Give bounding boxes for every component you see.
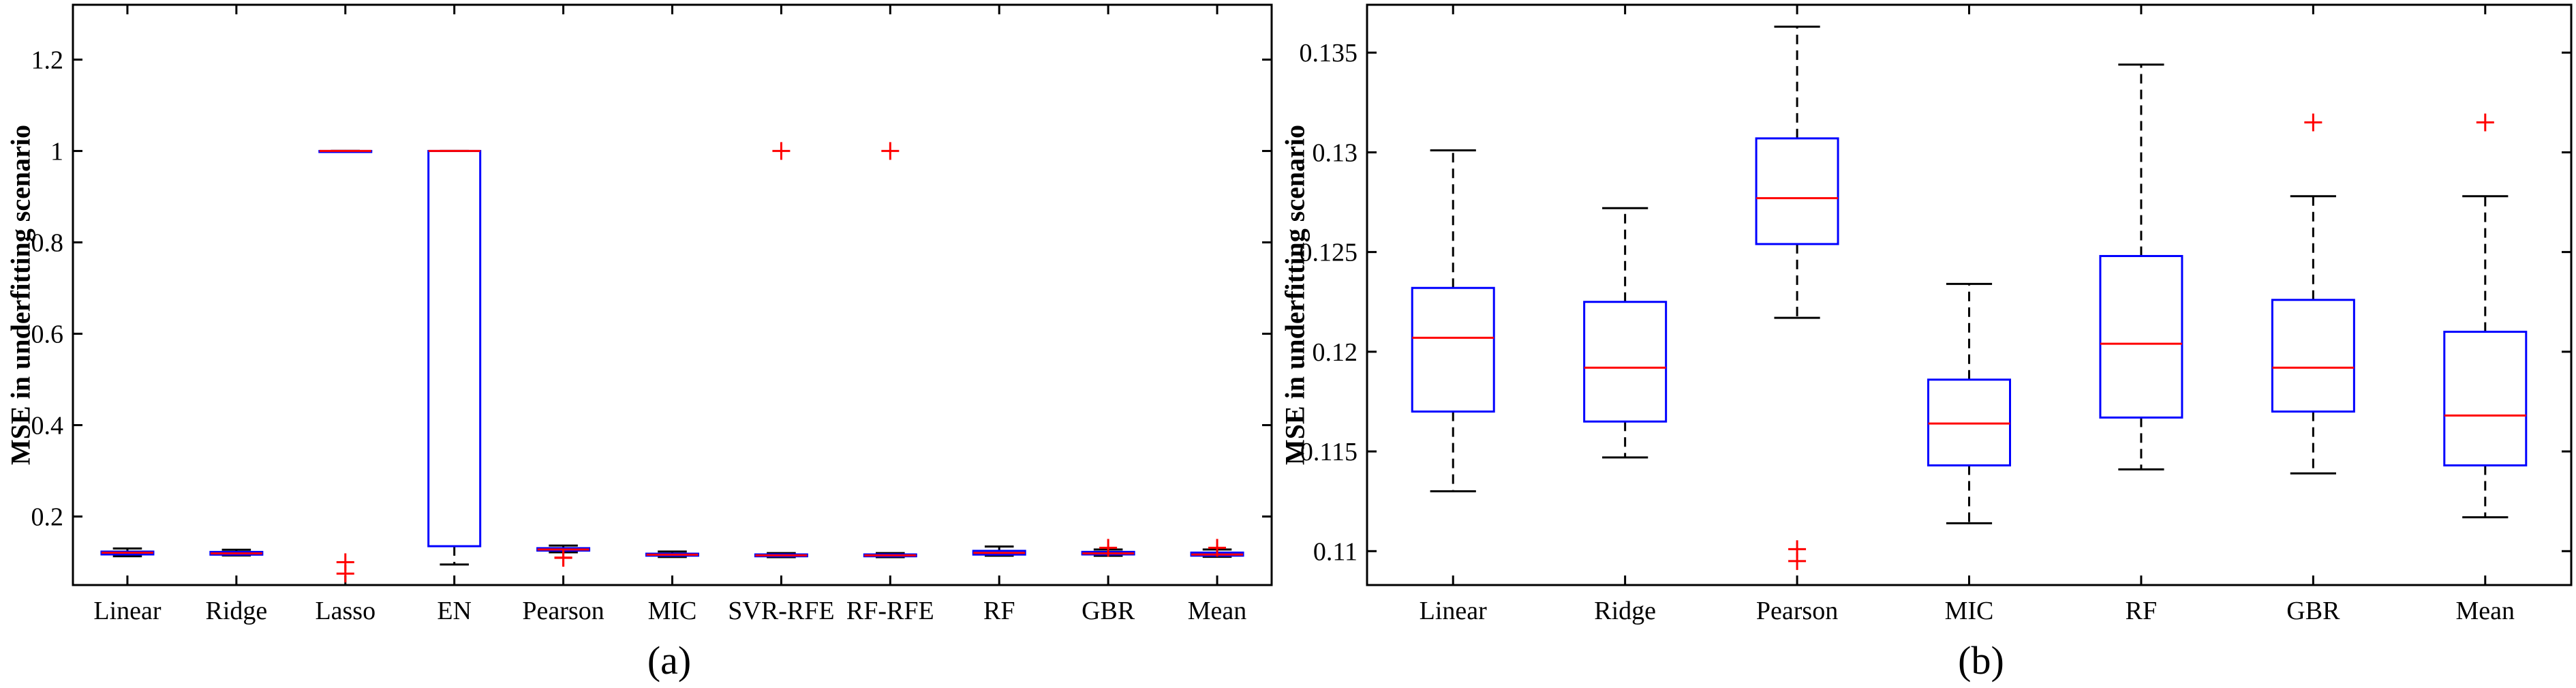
x-tick-label: GBR (2286, 597, 2340, 625)
y-tick-label: 0.125 (1300, 239, 1358, 267)
outlier-marker (881, 142, 900, 160)
box-iqr (1411, 286, 1495, 413)
x-tick-label: Lasso (315, 597, 375, 625)
outlier-marker (336, 565, 354, 583)
x-tick-label: Ridge (205, 597, 267, 625)
outlier-marker (1208, 539, 1227, 557)
x-tick-label: RF (2126, 597, 2157, 625)
x-tick-label: Ridge (1594, 597, 1656, 625)
box-iqr (2443, 331, 2528, 467)
x-tick-label: RF-RFE (846, 597, 934, 625)
outlier-marker (1099, 539, 1118, 557)
x-tick-label: EN (437, 597, 472, 625)
panel-a-caption: (a) (647, 638, 691, 683)
box-iqr (1583, 301, 1668, 423)
outlier-marker (2304, 113, 2322, 132)
x-tick-label: Mean (2456, 597, 2515, 625)
y-tick-label: 1 (50, 137, 63, 166)
y-tick-label: 0.6 (31, 320, 64, 348)
panel-b: 0.11 0.115 0.12 0.125 0.13 0.135 MSE in underf… (1280, 3, 2573, 625)
y-tick-label: 0.115 (1300, 438, 1358, 466)
x-tick-label: Mean (1188, 597, 1247, 625)
y-axis-label: MSE in underfitting scenario (1280, 125, 1310, 465)
x-tick-label: SVR-RFE (728, 597, 834, 625)
y-tick-label: 0.135 (1300, 39, 1358, 68)
box-iqr (1755, 137, 1839, 245)
outlier-marker (772, 142, 791, 160)
x-tick-label: Linear (1420, 597, 1488, 625)
y-tick-label: 0.2 (31, 503, 64, 531)
y-tick-label: 0.8 (31, 228, 64, 257)
plot-frame (72, 3, 1273, 586)
outlier-marker (554, 549, 572, 567)
panel-a: 0.2 0.4 0.6 0.8 1 1.2 MSE in underfitting scen… (5, 3, 1273, 625)
box-iqr (427, 149, 482, 548)
outlier-marker (2476, 113, 2494, 132)
y-tick-label: 0.13 (1313, 138, 1358, 167)
x-tick-label: MIC (648, 597, 697, 625)
x-tick-label: RF (983, 597, 1015, 625)
y-tick-label: 0.12 (1313, 338, 1358, 367)
x-tick-label: MIC (1945, 597, 1994, 625)
outlier-marker (1788, 552, 1807, 570)
box-iqr (2271, 299, 2355, 413)
x-tick-label: Pearson (1756, 597, 1838, 625)
x-tick-label: GBR (1082, 597, 1135, 625)
panel-b-caption: (b) (1958, 638, 2004, 683)
y-tick-label: 0.11 (1313, 537, 1358, 566)
box-iqr (2099, 254, 2183, 419)
x-tick-label: Linear (93, 597, 162, 625)
y-axis-label: MSE in underfitting scenario (5, 125, 36, 465)
x-tick-label: Pearson (522, 597, 604, 625)
y-tick-label: 1.2 (31, 46, 64, 74)
y-tick-label: 0.4 (31, 411, 64, 440)
